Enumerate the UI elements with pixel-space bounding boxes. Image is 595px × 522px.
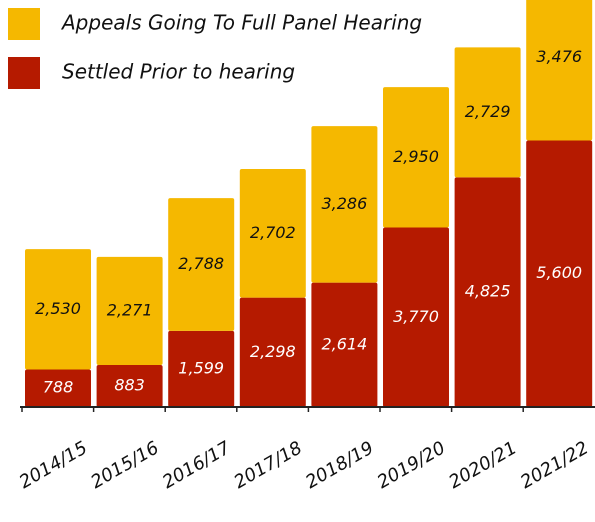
value-label: 2,271	[107, 300, 153, 319]
bar-segment	[311, 282, 378, 407]
value-label: 883	[114, 375, 145, 394]
bar-segment	[526, 140, 593, 407]
x-tick-label: 2021/22	[517, 437, 592, 493]
x-tick-label: 2016/17	[159, 437, 235, 493]
value-label: 3,286	[321, 194, 367, 213]
legend-label: Appeals Going To Full Panel Hearing	[60, 11, 422, 35]
bar-segment	[454, 177, 521, 407]
x-tick-label: 2019/20	[374, 437, 449, 493]
value-label: 2,530	[35, 299, 81, 318]
bar-segment	[454, 47, 521, 178]
value-label: 5,600	[536, 263, 582, 282]
bar-segment	[239, 169, 306, 298]
bar-segment	[168, 330, 235, 407]
legend-label: Settled Prior to hearing	[62, 60, 295, 84]
bar-segment	[239, 297, 306, 407]
x-tick-label: 2017/18	[231, 437, 306, 493]
value-label: 2,788	[178, 254, 224, 273]
x-tick-label: 2015/16	[87, 437, 162, 493]
bar-segment	[25, 369, 91, 407]
bar-segment	[383, 227, 449, 407]
value-label: 2,950	[393, 147, 439, 166]
value-label: 3,770	[393, 307, 439, 326]
bar-segment	[526, 0, 593, 141]
value-label: 2,298	[250, 342, 296, 361]
value-label: 2,702	[250, 223, 296, 242]
value-label: 788	[43, 378, 74, 397]
bar-segment	[311, 126, 378, 283]
value-label: 3,476	[536, 47, 582, 66]
legend-swatch	[8, 57, 40, 89]
bar-segment	[96, 256, 163, 365]
bar-segment	[25, 249, 91, 370]
bar-segment	[168, 198, 235, 331]
bar-segment	[383, 87, 449, 228]
value-label: 2,729	[465, 102, 511, 121]
legend-swatch	[8, 8, 40, 40]
value-label: 2,614	[321, 334, 367, 353]
x-tick-label: 2018/19	[302, 437, 377, 493]
x-tick-label: 2014/15	[16, 437, 91, 493]
value-label: 1,599	[178, 358, 224, 377]
value-label: 4,825	[465, 282, 511, 301]
bar-segment	[96, 364, 163, 407]
x-tick-label: 2020/21	[445, 437, 520, 493]
